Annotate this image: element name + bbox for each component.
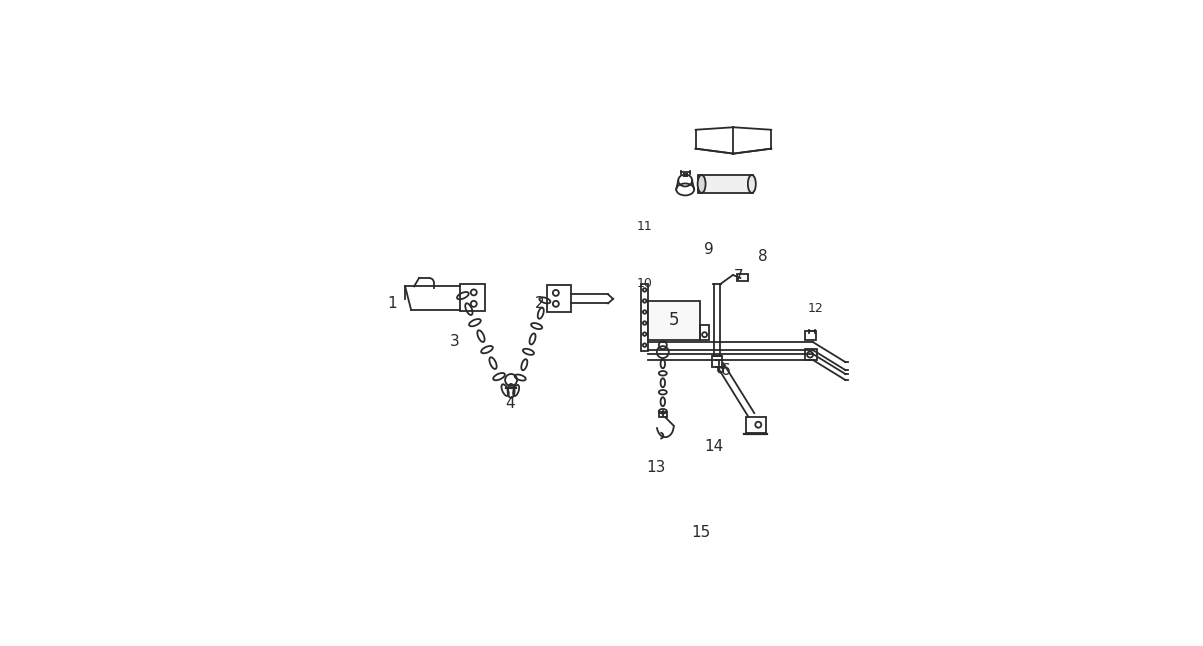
Bar — [746, 417, 766, 433]
Text: 11: 11 — [636, 220, 652, 233]
Bar — [805, 349, 818, 360]
Bar — [547, 285, 570, 312]
Text: 2: 2 — [534, 297, 544, 311]
Text: 5: 5 — [669, 311, 680, 329]
Bar — [659, 412, 666, 417]
Ellipse shape — [698, 175, 706, 193]
Ellipse shape — [748, 175, 755, 193]
Text: 3: 3 — [450, 333, 460, 349]
Bar — [698, 175, 753, 193]
Text: 15: 15 — [692, 525, 711, 540]
Text: 13: 13 — [646, 461, 665, 475]
Text: 6: 6 — [721, 364, 731, 379]
Bar — [460, 284, 485, 311]
Bar — [648, 301, 700, 340]
Text: 7: 7 — [734, 269, 743, 284]
Bar — [737, 274, 748, 281]
Text: 8: 8 — [758, 249, 768, 264]
Text: 4: 4 — [505, 396, 515, 411]
Bar — [641, 284, 648, 351]
Text: 9: 9 — [704, 242, 713, 256]
Text: 14: 14 — [704, 439, 723, 454]
Bar — [805, 331, 816, 340]
Text: 10: 10 — [636, 277, 652, 291]
Bar — [711, 356, 723, 367]
Text: 12: 12 — [808, 302, 824, 315]
Text: 1: 1 — [387, 297, 397, 311]
Bar — [700, 325, 709, 340]
